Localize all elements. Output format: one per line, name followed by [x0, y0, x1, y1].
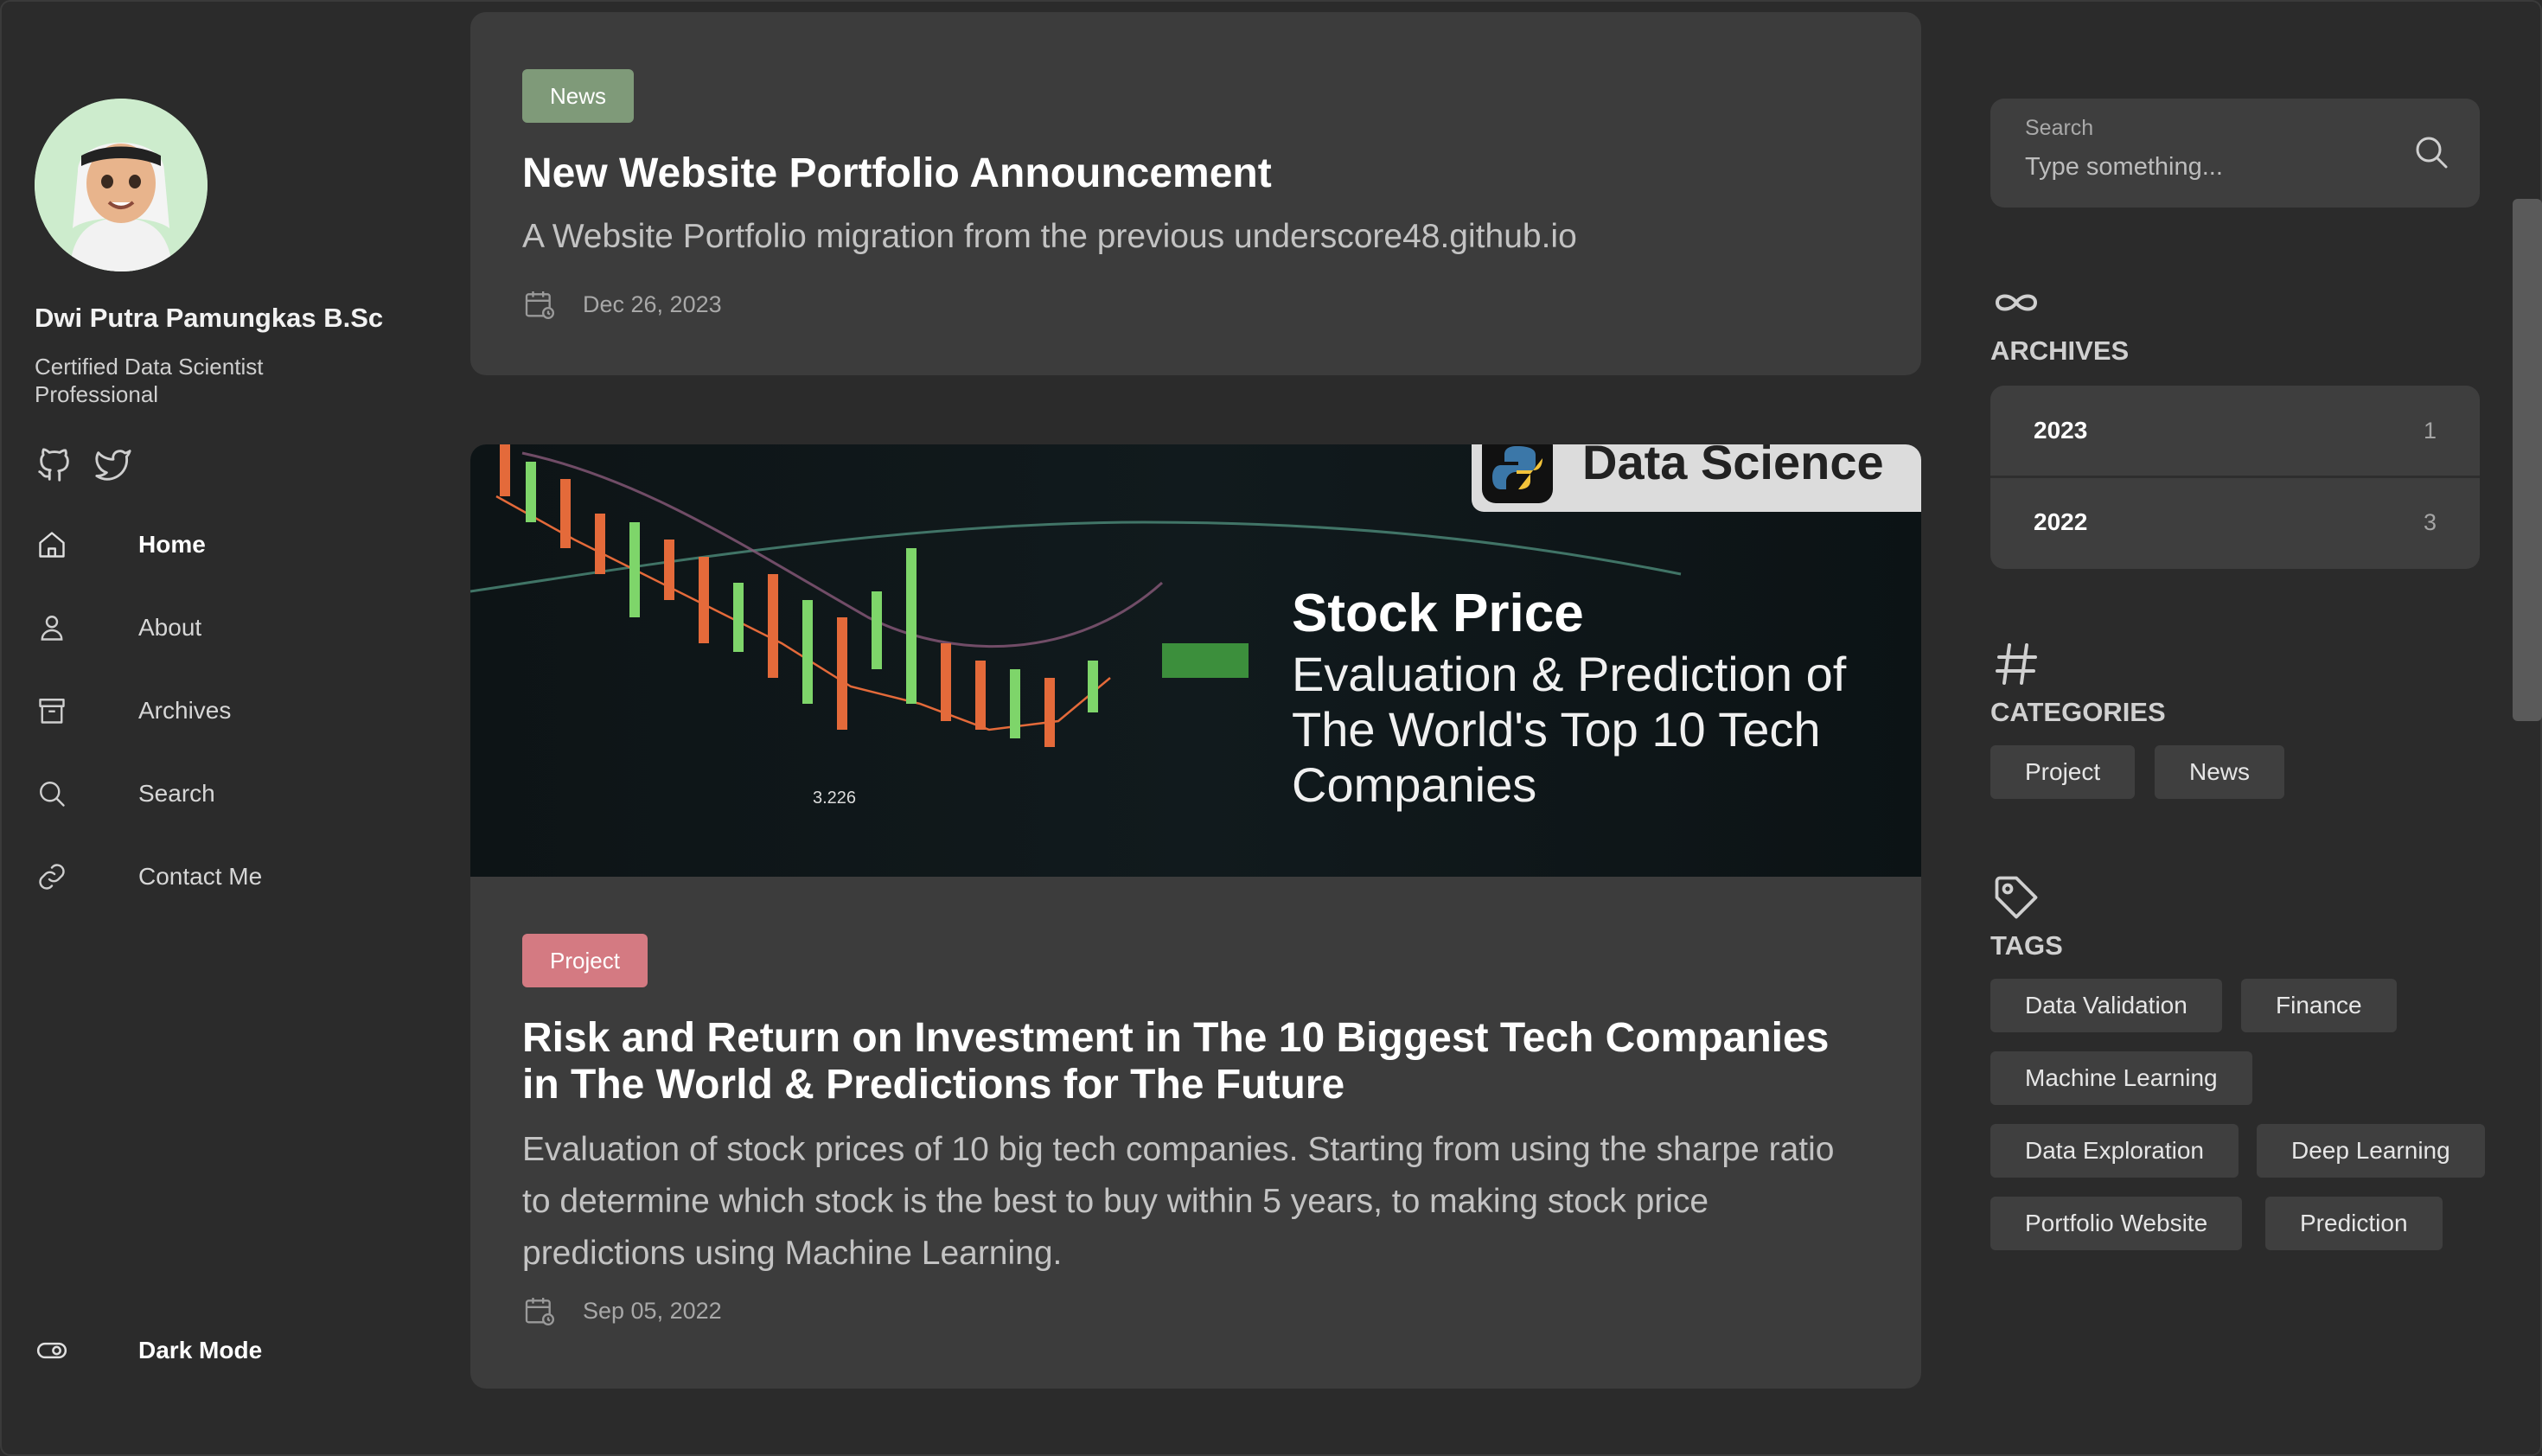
- avatar[interactable]: [35, 99, 208, 271]
- category-badge[interactable]: Project: [522, 934, 648, 987]
- nav-label-contact: Contact Me: [138, 863, 263, 890]
- archives-list: 2023 1 2022 3: [1990, 386, 2480, 569]
- tag-chip[interactable]: Data Validation: [1990, 979, 2222, 1032]
- nav-item-about[interactable]: About: [35, 600, 415, 655]
- infinity-icon: [1990, 277, 2042, 329]
- post-date: Sep 05, 2022: [522, 1293, 722, 1328]
- post-date-text: Sep 05, 2022: [583, 1297, 722, 1324]
- dark-mode-toggle[interactable]: Dark Mode: [35, 1323, 415, 1378]
- profile-name: Dwi Putra Pamungkas B.Sc: [35, 303, 384, 333]
- post-description: Evaluation of stock prices of 10 big tec…: [522, 1131, 1835, 1272]
- image-banner-text: Data Science: [1582, 444, 1884, 489]
- category-badge[interactable]: News: [522, 69, 635, 123]
- post-description: A Website Portfolio migration from the p…: [522, 218, 1577, 255]
- dark-mode-label: Dark Mode: [138, 1337, 263, 1363]
- archives-title: ARCHIVES: [1990, 335, 2130, 366]
- post-title[interactable]: New Website Portfolio Announcement: [522, 150, 1272, 196]
- nav-label-about: About: [138, 614, 202, 641]
- nav-label-search: Search: [138, 780, 215, 807]
- calendar-icon: [522, 287, 557, 322]
- archive-count: 1: [2423, 417, 2437, 444]
- toggle-icon: [35, 1333, 69, 1368]
- post-card[interactable]: 3.226 Data Science Stock Price Evaluatio…: [470, 444, 1921, 1389]
- nav-item-archives[interactable]: Archives: [35, 683, 415, 738]
- nav-item-contact[interactable]: Contact Me: [35, 849, 415, 904]
- nav-label-home: Home: [138, 531, 206, 558]
- category-chip[interactable]: Project: [1990, 745, 2136, 799]
- link-icon: [35, 859, 69, 894]
- profile-role: Certified Data Scientist Professional: [35, 354, 264, 407]
- user-icon: [35, 610, 69, 645]
- tag-chip[interactable]: Finance: [2241, 979, 2397, 1032]
- search-icon: [35, 776, 69, 811]
- search-box[interactable]: Search: [1990, 99, 2480, 208]
- image-subtitle: Evaluation & Prediction of The World's T…: [1292, 647, 1847, 812]
- image-headline: Stock Price: [1292, 584, 1584, 643]
- hash-icon: [1990, 638, 2042, 690]
- tag-chip[interactable]: Deep Learning: [2257, 1124, 2485, 1178]
- twitter-icon[interactable]: [93, 444, 133, 484]
- post-date-text: Dec 26, 2023: [583, 291, 722, 317]
- search-icon[interactable]: [2411, 131, 2452, 173]
- tag-chip[interactable]: Machine Learning: [1990, 1051, 2252, 1105]
- category-chip[interactable]: News: [2155, 745, 2285, 799]
- search-input[interactable]: [2023, 147, 2407, 187]
- tag-chip[interactable]: Prediction: [2265, 1197, 2443, 1250]
- archive-year: 2023: [2034, 417, 2088, 444]
- python-logo-icon: [1482, 444, 1553, 503]
- price-label: 3.226: [813, 789, 857, 808]
- archive-count: 3: [2423, 508, 2437, 535]
- tag-chip[interactable]: Data Exploration: [1990, 1124, 2239, 1178]
- scrollbar[interactable]: [2513, 199, 2542, 721]
- sidebar: Dwi Putra Pamungkas B.Sc Certified Data …: [0, 0, 467, 1456]
- post-date: Dec 26, 2023: [522, 287, 722, 322]
- home-icon: [35, 527, 69, 562]
- calendar-icon: [522, 1293, 557, 1328]
- nav-item-home[interactable]: Home: [35, 517, 415, 572]
- post-image[interactable]: 3.226 Data Science Stock Price Evaluatio…: [470, 444, 1921, 877]
- nav-label-archives: Archives: [138, 697, 232, 724]
- post-title[interactable]: Risk and Return on Investment in The 10 …: [522, 1015, 1830, 1108]
- archive-row[interactable]: 2023 1: [1990, 386, 2480, 478]
- post-card[interactable]: News New Website Portfolio Announcement …: [470, 12, 1921, 375]
- archive-box-icon: [35, 693, 69, 728]
- github-icon[interactable]: [35, 444, 74, 484]
- archive-year: 2022: [2034, 508, 2088, 535]
- categories-title: CATEGORIES: [1990, 697, 2166, 727]
- archive-row[interactable]: 2022 3: [1990, 477, 2480, 567]
- nav-item-search[interactable]: Search: [35, 766, 415, 821]
- tag-chip[interactable]: Portfolio Website: [1990, 1197, 2243, 1250]
- tag-icon: [1990, 872, 2042, 923]
- search-label: Search: [2025, 116, 2094, 140]
- tags-title: TAGS: [1990, 930, 2063, 961]
- stock-chart-graphic: [470, 444, 1682, 747]
